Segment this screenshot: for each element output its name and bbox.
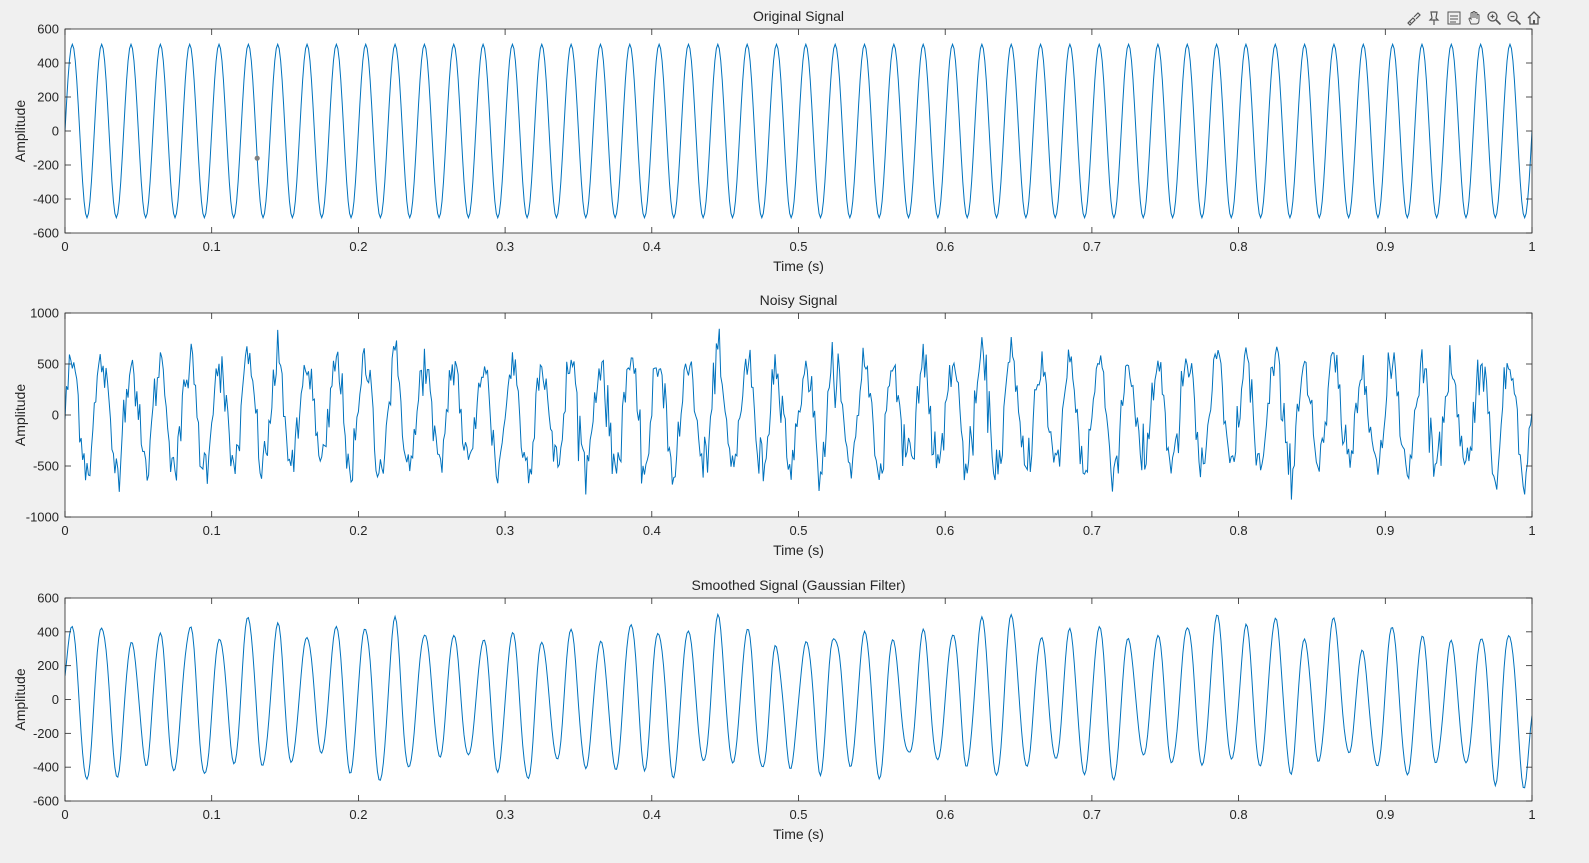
x-tick-label: 0.6: [936, 239, 954, 254]
x-tick-label: 0: [61, 523, 68, 538]
y-tick-label: 0: [52, 692, 59, 707]
x-tick-label: 0.7: [1083, 523, 1101, 538]
x-tick-label: 1: [1528, 807, 1535, 822]
brush-icon[interactable]: [1404, 8, 1423, 27]
x-tick-label: 0.6: [936, 807, 954, 822]
pan-icon[interactable]: [1464, 8, 1483, 27]
x-tick-label: 0.8: [1230, 523, 1248, 538]
y-tick-label: 500: [37, 357, 59, 372]
x-tick-label: 0.4: [643, 807, 661, 822]
x-axis-label: Time (s): [773, 258, 824, 274]
x-tick-label: 0.4: [643, 239, 661, 254]
chart-title: Original Signal: [753, 8, 844, 24]
y-tick-label: 200: [37, 658, 59, 673]
x-tick-label: 0.3: [496, 523, 514, 538]
x-tick-label: 0.9: [1376, 239, 1394, 254]
y-tick-label: -400: [33, 192, 59, 207]
x-tick-label: 0.1: [203, 523, 221, 538]
y-axis-label: Amplitude: [12, 100, 28, 162]
y-tick-label: -200: [33, 158, 59, 173]
chart-title: Smoothed Signal (Gaussian Filter): [692, 577, 906, 593]
x-tick-label: 0.5: [789, 807, 807, 822]
x-tick-label: 0.2: [349, 523, 367, 538]
x-tick-label: 0.8: [1230, 807, 1248, 822]
chart-title: Noisy Signal: [760, 292, 838, 308]
y-tick-label: 1000: [30, 306, 59, 321]
x-tick-label: 0.3: [496, 807, 514, 822]
x-tick-label: 0.2: [349, 239, 367, 254]
zoom-in-icon[interactable]: [1484, 8, 1503, 27]
series-line[interactable]: [65, 328, 1532, 500]
subplot-smoothed-signal[interactable]: 0 0.1 0.2 0.3 0.4 0.5 0.6 0.7 0.8 0.9 1 -600 -400 -20…: [12, 577, 1536, 842]
datatip-marker[interactable]: [254, 155, 260, 161]
legend-icon[interactable]: [1444, 8, 1463, 27]
subplot-original-signal[interactable]: 0 0.1 0.2 0.3 0.4 0.5 0.6 0.7 0.8 0.9 1 -600 -400 -20…: [12, 8, 1536, 274]
x-tick-label: 0.9: [1376, 523, 1394, 538]
axes-toolbar: [1404, 8, 1543, 27]
pin-icon[interactable]: [1424, 8, 1443, 27]
y-tick-label: -600: [33, 794, 59, 809]
x-tick-label: 0.7: [1083, 807, 1101, 822]
zoom-out-icon[interactable]: [1504, 8, 1523, 27]
x-tick-label: 0.2: [349, 807, 367, 822]
y-tick-label: 400: [37, 56, 59, 71]
x-tick-label: 0.4: [643, 523, 661, 538]
home-icon[interactable]: [1524, 8, 1543, 27]
y-tick-label: 600: [37, 591, 59, 606]
y-axis-label: Amplitude: [12, 668, 28, 730]
y-tick-label: -600: [33, 226, 59, 241]
x-tick-label: 0.5: [789, 523, 807, 538]
x-tick-label: 1: [1528, 239, 1535, 254]
subplot-noisy-signal[interactable]: 0 0.1 0.2 0.3 0.4 0.5 0.6 0.7 0.8 0.9 1 -1000 -500 0 5…: [12, 292, 1536, 558]
y-tick-label: -500: [33, 459, 59, 474]
y-tick-label: 0: [52, 124, 59, 139]
x-tick-label: 0.1: [203, 239, 221, 254]
x-tick-label: 0.3: [496, 239, 514, 254]
x-tick-label: 1: [1528, 523, 1535, 538]
series-line[interactable]: [65, 612, 1532, 789]
y-tick-label: 200: [37, 90, 59, 105]
x-tick-label: 0.5: [789, 239, 807, 254]
y-tick-label: -400: [33, 760, 59, 775]
y-axis-label: Amplitude: [12, 384, 28, 446]
x-axis-label: Time (s): [773, 542, 824, 558]
x-tick-label: 0.7: [1083, 239, 1101, 254]
y-tick-label: 600: [37, 22, 59, 37]
y-tick-label: 0: [52, 408, 59, 423]
x-tick-label: 0: [61, 239, 68, 254]
x-tick-label: 0: [61, 807, 68, 822]
y-tick-label: -200: [33, 726, 59, 741]
x-tick-label: 0.1: [203, 807, 221, 822]
series-line[interactable]: [65, 42, 1532, 220]
x-tick-label: 0.9: [1376, 807, 1394, 822]
x-tick-label: 0.8: [1230, 239, 1248, 254]
x-tick-label: 0.6: [936, 523, 954, 538]
x-axis-label: Time (s): [773, 826, 824, 842]
y-tick-label: -1000: [26, 510, 59, 525]
y-tick-label: 400: [37, 624, 59, 639]
